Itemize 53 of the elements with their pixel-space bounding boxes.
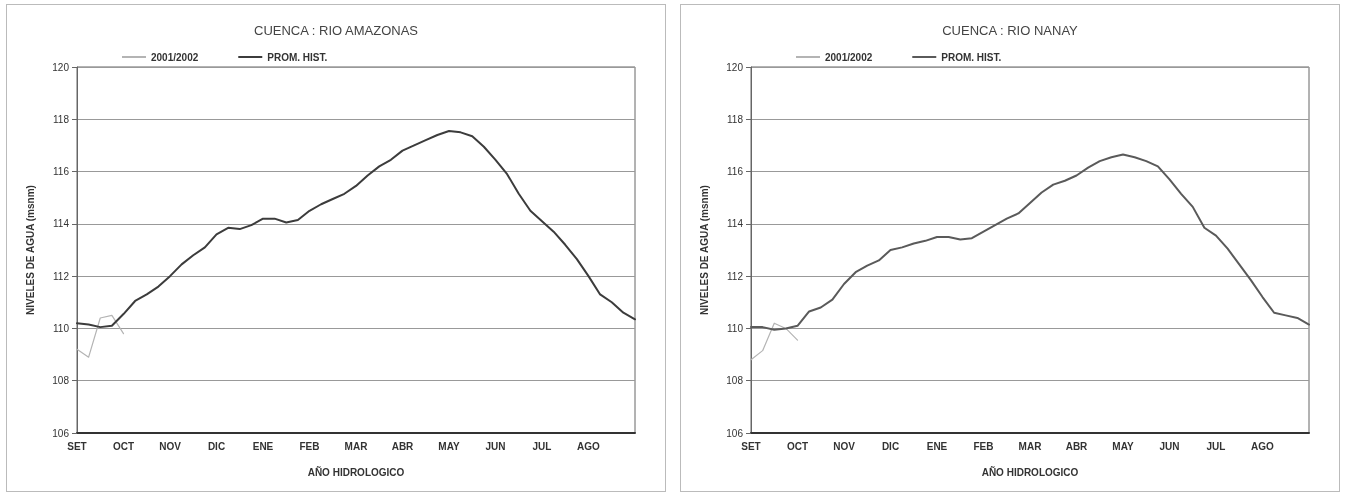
x-tick-label: FEB [299,440,320,452]
y-tick-label: 112 [727,270,744,282]
x-tick-label: OCT [112,440,135,452]
x-tick-label: ABR [391,440,415,452]
y-tick-label: 120 [726,61,744,73]
x-tick-label: ENE [252,440,274,452]
x-tick-label: NOV [833,440,856,452]
x-tick-label: FEB [973,440,994,452]
x-tick-label: MAR [1018,440,1043,452]
line-series [76,314,125,358]
legend-label: PROM. HIST. [941,51,1002,63]
y-tick-label: 106 [52,427,70,439]
x-tick-label: JUN [485,440,506,452]
chart-title: CUENCA : RIO AMAZONAS [254,23,419,38]
y-axis-title: NIVELES DE AGUA (msnm) [24,185,36,315]
x-tick-label: JUL [532,440,552,452]
legend-label: 2001/2002 [825,51,873,63]
legend-label: 2001/2002 [151,51,199,63]
y-tick-label: 110 [53,322,70,334]
x-tick-label: AGO [1251,440,1275,452]
y-axis-title: NIVELES DE AGUA (msnm) [698,185,710,315]
x-tick-label: ENE [926,440,948,452]
x-tick-label: NOV [159,440,182,452]
y-tick-label: 114 [53,218,70,230]
line-series [76,130,636,329]
x-tick-label: MAY [1112,440,1134,452]
y-tick-label: 116 [53,166,70,178]
y-tick-label: 110 [727,322,744,334]
x-axis-title: AÑO HIDROLOGICO [307,465,405,478]
y-tick-label: 120 [52,61,70,73]
x-tick-label: AGO [577,440,601,452]
x-tick-label: SET [67,440,87,452]
x-axis-title: AÑO HIDROLOGICO [981,465,1079,478]
x-tick-label: JUL [1206,440,1226,452]
chart-title: CUENCA : RIO NANAY [942,23,1079,38]
y-tick-label: 116 [727,166,744,178]
x-tick-label: SET [741,440,761,452]
y-tick-label: 108 [52,375,70,387]
x-tick-label: ABR [1065,440,1089,452]
x-tick-label: DIC [881,440,900,452]
x-tick-label: JUN [1159,440,1180,452]
x-tick-label: OCT [786,440,809,452]
x-tick-label: MAR [344,440,369,452]
y-tick-label: 106 [726,427,744,439]
line-series [750,322,799,361]
legend-label: PROM. HIST. [267,51,328,63]
y-tick-label: 118 [727,113,744,125]
y-tick-label: 118 [53,113,70,125]
x-tick-label: DIC [207,440,226,452]
y-tick-label: 112 [53,270,70,282]
y-tick-label: 108 [726,375,744,387]
x-tick-label: MAY [438,440,460,452]
y-tick-label: 114 [727,218,744,230]
